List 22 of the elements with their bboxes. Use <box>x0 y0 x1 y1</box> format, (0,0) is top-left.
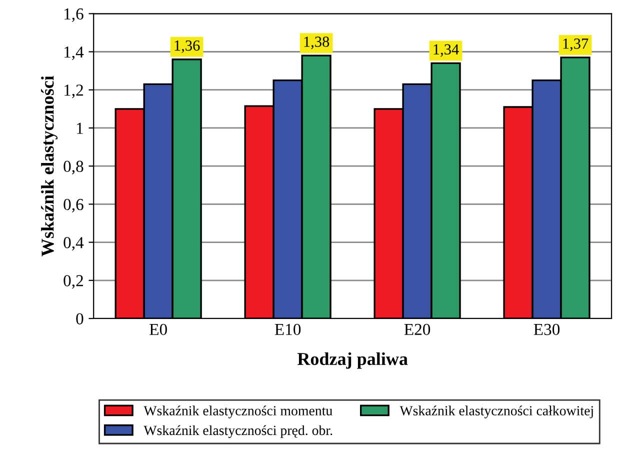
data-label: 1,36 <box>174 40 200 53</box>
legend-label: Wskaźnik elastyczności momentu <box>144 406 332 418</box>
y-tick-label: 1 <box>77 122 83 134</box>
x-tick-label: E20 <box>404 324 430 336</box>
y-axis-title: Wskaźnik elastyczności <box>41 76 58 256</box>
y-tick-label: 1,6 <box>64 8 84 22</box>
y-tick-label: 0 <box>76 313 84 324</box>
y-tick-label: 0,2 <box>64 275 83 289</box>
y-tick-label: 1,4 <box>64 46 84 60</box>
y-tick-label: 0,6 <box>64 198 84 213</box>
x-tick-label: E10 <box>274 324 301 336</box>
legend-label: Wskaźnik elastyczności pręd. obr. <box>144 425 332 438</box>
x-tick-label: E30 <box>534 324 560 336</box>
legend-label: Wskaźnik elastyczności całkowitej <box>400 406 593 418</box>
x-axis-title: Rodzaj paliwa <box>297 352 408 369</box>
x-tick-label: E0 <box>150 324 167 336</box>
data-label: 1,38 <box>304 36 330 50</box>
y-tick-label: 0,8 <box>64 160 84 174</box>
data-label: 1,37 <box>563 38 588 52</box>
y-tick-label: 1,2 <box>64 84 83 98</box>
y-tick-label: 0,4 <box>64 236 84 251</box>
data-label: 1,34 <box>434 44 459 57</box>
